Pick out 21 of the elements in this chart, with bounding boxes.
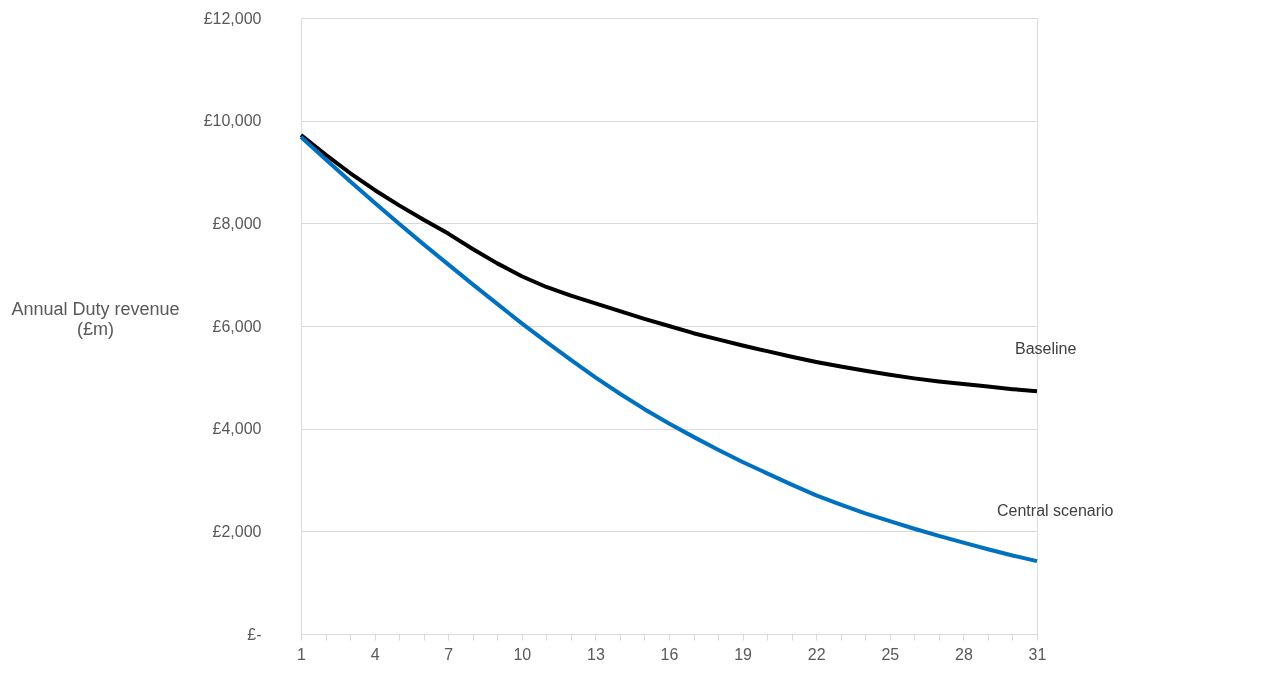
y-axis-title: Annual Duty revenue (£m) xyxy=(11,298,180,339)
y-tick-label: £6,000 xyxy=(212,317,262,335)
x-tick-label: 22 xyxy=(807,645,826,663)
x-tick-label: 31 xyxy=(1028,645,1047,663)
x-tick-label: 7 xyxy=(444,645,454,663)
y-tick-label: £- xyxy=(247,625,262,643)
x-tick-label: 4 xyxy=(370,645,380,663)
x-tick-label: 13 xyxy=(587,645,605,663)
x-tick-label: 10 xyxy=(513,645,532,663)
y-tick-label: £2,000 xyxy=(212,522,262,540)
y-tick-label: £8,000 xyxy=(212,214,262,232)
x-tick-label: 28 xyxy=(955,645,973,663)
series-label: Central scenario xyxy=(997,502,1114,520)
y-tick-label: £10,000 xyxy=(203,112,262,130)
x-tick-label: 1 xyxy=(297,645,307,663)
y-tick-label: £4,000 xyxy=(212,420,262,438)
x-tick-label: 25 xyxy=(881,645,900,663)
text: Baseline xyxy=(1015,340,1077,358)
x-tick-label: 16 xyxy=(660,645,679,663)
x-tick-label: 19 xyxy=(734,645,753,663)
y-tick-label: £12,000 xyxy=(203,9,262,27)
